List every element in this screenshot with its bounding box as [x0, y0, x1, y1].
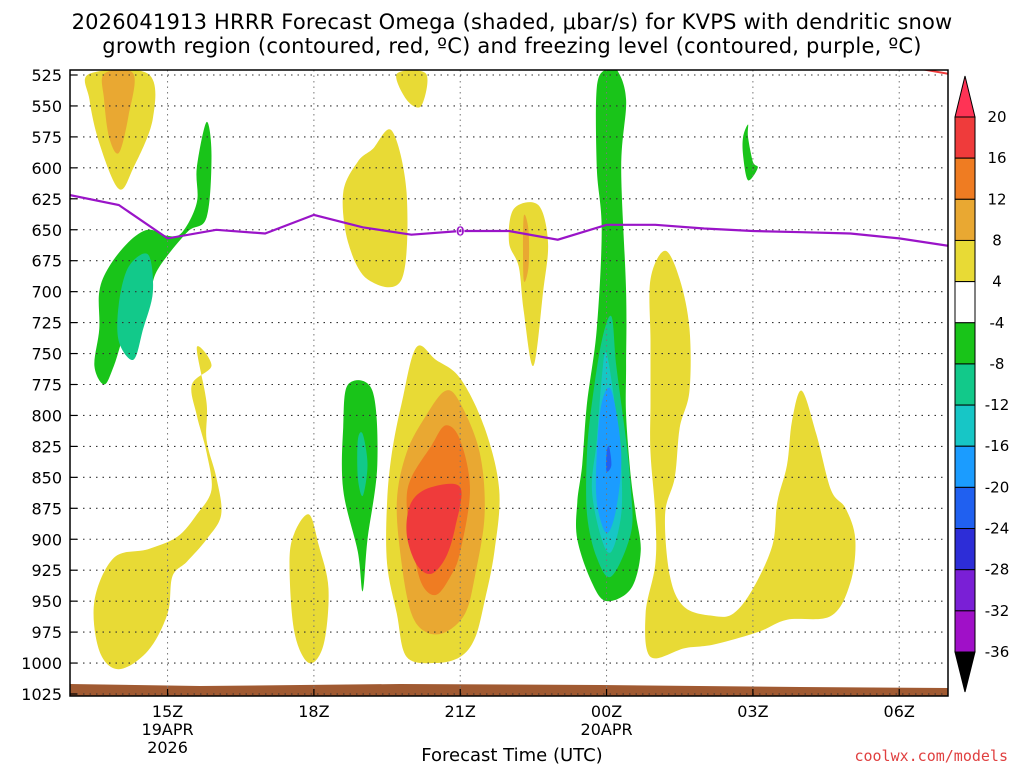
freezing-level-line: [70, 194, 948, 247]
omega-region-21: [645, 250, 856, 659]
y-tick-label-875: 875: [31, 499, 62, 518]
x-axis-label: Forecast Time (UTC): [421, 745, 603, 766]
omega-region-9: [289, 514, 329, 664]
omega-region-4: [342, 129, 408, 288]
colorbar-label-12: -32: [985, 602, 1010, 620]
x-tick-label-03Z: 03Z: [737, 702, 768, 721]
x-tick-label-06Z: 06Z: [884, 702, 915, 721]
colorbar-box-4: [954, 281, 976, 324]
x-tick-label-00Z: 00Z: [591, 702, 622, 721]
y-tick-label-525: 525: [31, 66, 62, 85]
y-tick-label-625: 625: [31, 190, 62, 209]
x-tick-label-18Z: 18Z: [298, 702, 329, 721]
colorbar-label-13: -36: [985, 643, 1010, 661]
colorbar-label-6: -8: [990, 355, 1005, 373]
dgz-contour-line: [920, 70, 948, 75]
omega-region-5: [396, 70, 428, 108]
colorbar-box-0: [954, 116, 976, 159]
x-tick-label-15Z: 15Z: [152, 702, 183, 721]
colorbar-label-11: -28: [985, 561, 1010, 579]
colorbar-box-12: [954, 610, 976, 653]
colorbar-box-11: [954, 569, 976, 612]
colorbar-box-9: [954, 486, 976, 530]
omega-region-15: [523, 214, 530, 282]
colorbar-label-1: 16: [987, 149, 1006, 167]
omega-region-22: [742, 124, 758, 181]
y-tick-label-825: 825: [31, 437, 62, 456]
colorbar-label-0: 20: [987, 108, 1006, 126]
y-tick-label-1000: 1000: [21, 654, 62, 673]
colorbar-label-7: -12: [985, 396, 1010, 414]
y-tick-label-650: 650: [31, 221, 62, 240]
colorbar-box-5: [954, 322, 976, 365]
y-tick-label-975: 975: [31, 623, 62, 642]
colorbar-label-5: -4: [990, 314, 1005, 332]
x-tick-label-21Z: 21Z: [445, 702, 476, 721]
y-tick-label-800: 800: [31, 406, 62, 425]
colorbar-bottom-arrow: [954, 651, 976, 693]
colorbar-box-10: [954, 528, 976, 571]
colorbar-label-9: -20: [985, 478, 1010, 496]
colorbar-box-3: [954, 239, 976, 283]
colorbar-label-3: 8: [992, 231, 1002, 249]
omega-region-1: [101, 70, 135, 154]
colorbar-box-8: [954, 445, 976, 488]
x-tick-date-00Z: 20APR: [581, 720, 633, 739]
chart-title-line-1: 2026041913 HRRR Forecast Omega (shaded, …: [71, 10, 953, 34]
y-tick-label-600: 600: [31, 159, 62, 178]
colorbar-top-arrow: [954, 75, 976, 118]
y-tick-label-850: 850: [31, 468, 62, 487]
omega-region-3: [117, 253, 154, 360]
y-tick-label-775: 775: [31, 376, 62, 395]
colorbar-box-1: [954, 157, 976, 200]
omega-region-8: [93, 346, 222, 670]
colorbar-label-8: -16: [985, 437, 1010, 455]
omega-region-7: [357, 432, 368, 497]
y-tick-label-700: 700: [31, 283, 62, 302]
y-tick-label-725: 725: [31, 314, 62, 333]
y-tick-label-750: 750: [31, 345, 62, 364]
credit-link[interactable]: coolwx.com/models: [854, 747, 1008, 765]
colorbar-box-6: [954, 363, 976, 406]
x-tick-year-15Z: 2026: [147, 738, 188, 757]
y-tick-label-900: 900: [31, 530, 62, 549]
x-tick-date-15Z: 19APR: [142, 720, 194, 739]
colorbar-label-10: -24: [985, 520, 1010, 538]
plot-frame: [69, 69, 949, 697]
y-tick-label-550: 550: [31, 97, 62, 116]
surface-terrain: [70, 684, 948, 696]
y-tick-label-950: 950: [31, 592, 62, 611]
omega-region-14: [508, 202, 549, 367]
colorbar-box-7: [954, 404, 976, 447]
chart-title-line-2: growth region (contoured, red, ºC) and f…: [102, 34, 922, 58]
y-tick-label-925: 925: [31, 561, 62, 580]
colorbar-box-2: [954, 198, 976, 241]
y-tick-label-675: 675: [31, 252, 62, 271]
y-tick-label-1025: 1025: [21, 685, 62, 704]
y-tick-label-575: 575: [31, 128, 62, 147]
colorbar-label-2: 12: [987, 190, 1006, 208]
freezing-level-label: 0: [456, 225, 465, 240]
omega-region-13: [406, 483, 462, 575]
colorbar-label-4: 4: [992, 273, 1002, 291]
omega-region-20: [606, 445, 612, 472]
